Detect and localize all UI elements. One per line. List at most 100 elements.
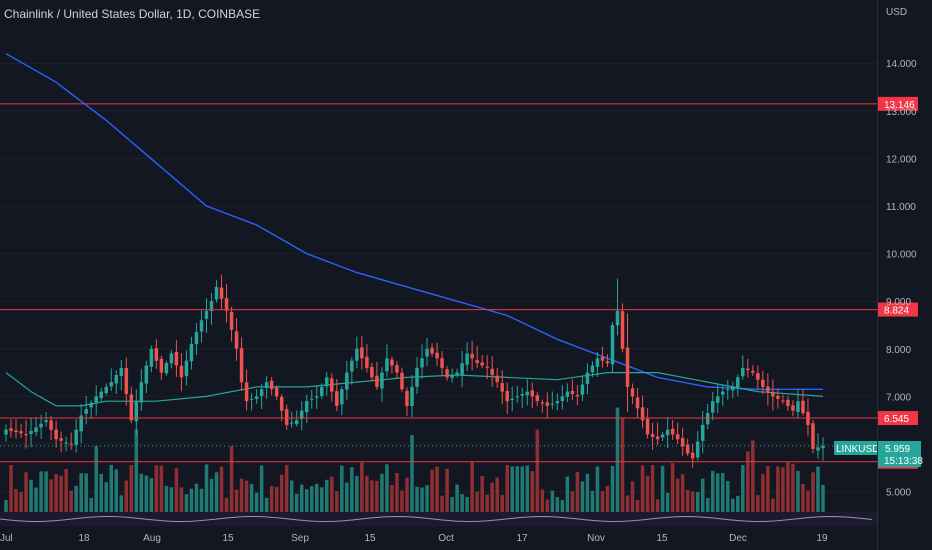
candle-body [791, 405, 795, 411]
candle-body [545, 402, 550, 406]
candle-body [756, 373, 760, 380]
volume-bar [736, 495, 740, 512]
candle-body [14, 430, 18, 433]
volume-bar [600, 491, 605, 512]
candle-body [660, 434, 665, 438]
candle-body [580, 384, 585, 395]
volume-bar [751, 440, 755, 512]
candle-body [590, 365, 595, 373]
volume-bar [801, 484, 805, 512]
candle-body [510, 398, 514, 400]
volume-bar [585, 473, 590, 512]
candle-body [269, 380, 274, 390]
candle-body [234, 331, 239, 349]
candle-body [665, 429, 670, 436]
candle-body [425, 348, 429, 357]
volume-bar [515, 466, 520, 512]
volume-bar [229, 446, 234, 512]
candle-body [796, 401, 800, 413]
candle-body [134, 401, 139, 422]
volume-bar [410, 435, 414, 512]
candle-body [731, 386, 735, 391]
volume-bar [440, 495, 444, 512]
candle-body [490, 368, 494, 375]
volume-bar [685, 489, 690, 512]
candle-body [751, 370, 755, 373]
volume-bar [475, 491, 479, 512]
candle-body [79, 415, 83, 432]
candle-body [726, 389, 730, 391]
x-tick-label: Aug [143, 533, 161, 544]
candle-body [530, 390, 535, 397]
volume-bar [304, 489, 309, 512]
candle-body [455, 372, 459, 375]
y-tick-label: 5.000 [886, 488, 911, 499]
y-tick-label: 12.000 [886, 154, 917, 165]
volume-bar [420, 487, 424, 512]
candle-body [24, 434, 28, 436]
volume-bar [721, 472, 725, 512]
candle-body [54, 429, 58, 440]
candle-body [179, 365, 184, 378]
level-price-label: 6.545 [884, 414, 909, 425]
volume-bar [595, 466, 600, 512]
ma-short-line [5, 372, 824, 407]
volume-bar [615, 407, 620, 512]
volume-bar [560, 499, 565, 512]
candle-body [39, 423, 43, 428]
volume-bar [355, 475, 359, 512]
candle-body [209, 301, 214, 311]
candle-body [400, 372, 404, 390]
candle-body [204, 310, 209, 319]
volume-bar [209, 478, 214, 512]
candle-body [164, 363, 169, 374]
candle-body [330, 378, 334, 392]
volume-bar [9, 465, 13, 512]
candle-body [395, 365, 399, 373]
chart-grid [0, 62, 877, 493]
candle-body [390, 359, 394, 366]
candle-body [710, 401, 715, 413]
volume-bar [535, 429, 540, 512]
volume-bar [460, 494, 464, 512]
volume-bar [244, 480, 249, 512]
chart-title: Chainlink / United States Dollar, 1D, CO… [4, 7, 261, 21]
candle-body [244, 382, 249, 402]
price-axis-border [877, 0, 878, 550]
candle-body [475, 360, 479, 364]
volume-bar [184, 494, 189, 512]
volume-bar [771, 498, 775, 512]
volume-bar [104, 482, 108, 512]
volume-bar [781, 467, 785, 512]
volume-bar [24, 472, 28, 512]
volume-bar [164, 485, 169, 512]
volume-bar [375, 480, 379, 512]
volume-bar [59, 475, 63, 512]
x-tick-label: Oct [438, 533, 454, 544]
price-axis: 14.000 13.000 12.000 11.000 10.000 9.000 8.000… [886, 59, 917, 498]
volume-bar [39, 471, 43, 512]
volume-bar [194, 483, 199, 512]
volume-bar [455, 484, 459, 512]
volume-bar [214, 472, 219, 512]
candle-body [685, 444, 690, 454]
volume-bar [726, 481, 730, 512]
candle-body [9, 428, 13, 431]
volume-bar [380, 473, 384, 512]
candle-body [375, 375, 379, 387]
candle-body [229, 311, 234, 330]
volume-bar [124, 480, 129, 512]
volume-bar [269, 486, 274, 512]
volume-bar [4, 499, 8, 512]
volume-bar [490, 482, 494, 512]
candle-body [119, 367, 124, 376]
volume-bar [796, 470, 800, 512]
candle-body [620, 311, 625, 349]
volume-bar [741, 465, 745, 512]
volume-bar [44, 471, 48, 512]
volume-bar [590, 490, 595, 512]
volume-bar [430, 469, 434, 512]
volume-histogram [4, 407, 825, 512]
volume-bar [680, 474, 685, 512]
